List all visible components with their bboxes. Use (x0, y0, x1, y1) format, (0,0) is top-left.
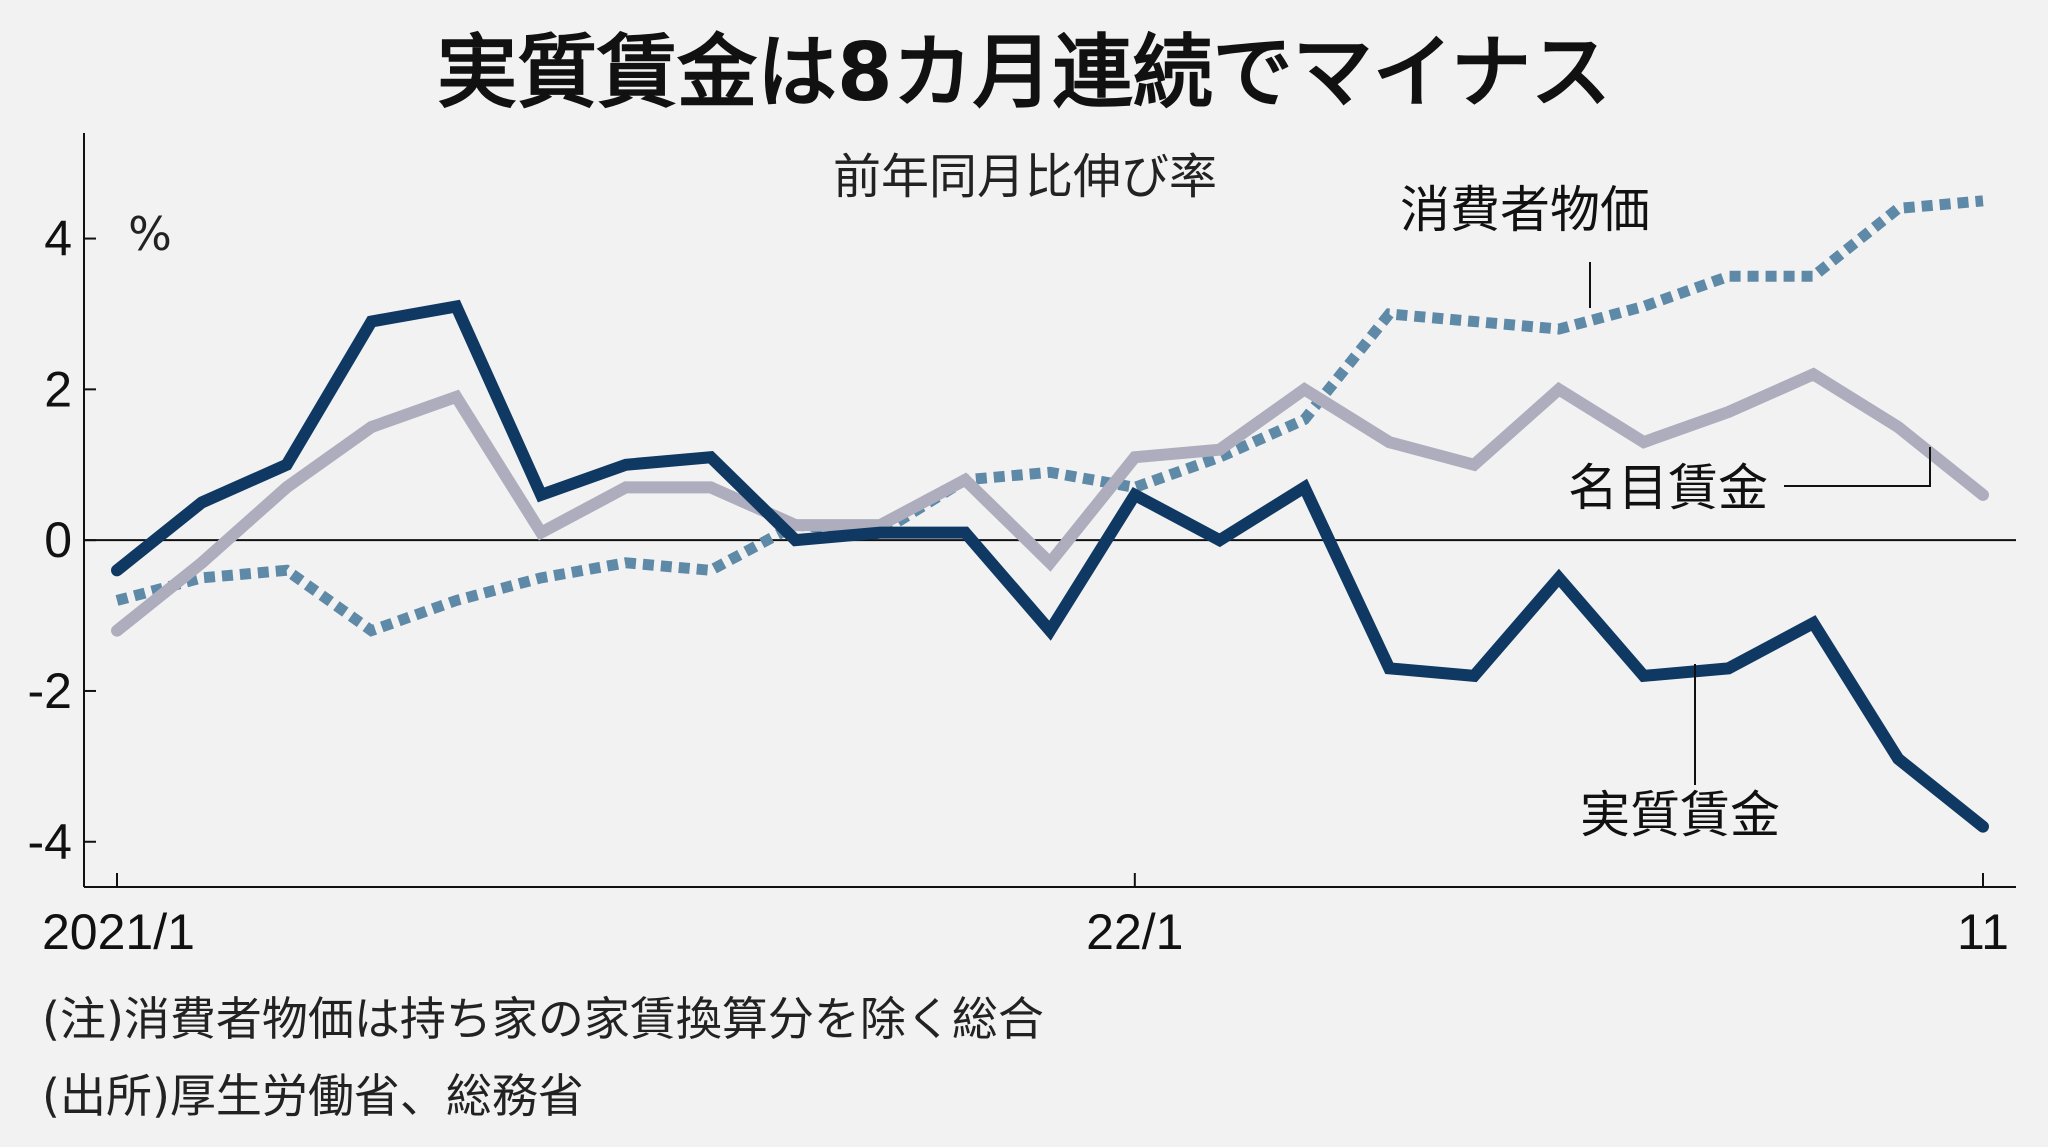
chart-title: 実質賃金は8カ月連続でマイナス (437, 26, 1611, 119)
footnote: (注)消費者物価は持ち家の家賃換算分を除く総合 (42, 992, 1044, 1046)
series-layer (111, 195, 1989, 833)
x-tick-label: 22/1 (1086, 904, 1183, 960)
leader-line (1784, 447, 1931, 487)
chart-subtitle: 前年同月比伸び率 (833, 149, 1217, 205)
source-note: (出所)厚生労働省、総務省 (42, 1069, 584, 1123)
series-label-0: 消費者物価 (1400, 181, 1650, 239)
y-tick-label: 0 (44, 512, 72, 568)
series-line-1 (111, 367, 1989, 637)
y-tick-label: 2 (44, 361, 72, 417)
y-axis-unit: % (128, 207, 172, 261)
axes: 4 2 0 -2 -4 2021/1 22/1 11 (28, 133, 2016, 960)
x-tick-label: 2021/1 (42, 904, 195, 960)
series-label-1: 名目賃金 (1568, 459, 1768, 517)
x-tick-label: 11 (1957, 904, 2009, 960)
series-line-2 (111, 299, 1989, 833)
y-tick-label: -4 (28, 814, 72, 870)
y-tick-label: 4 (44, 211, 72, 267)
series-line-0 (115, 195, 1984, 637)
series-label-2: 実質賃金 (1580, 786, 1780, 844)
y-tick-label: -2 (28, 663, 72, 719)
